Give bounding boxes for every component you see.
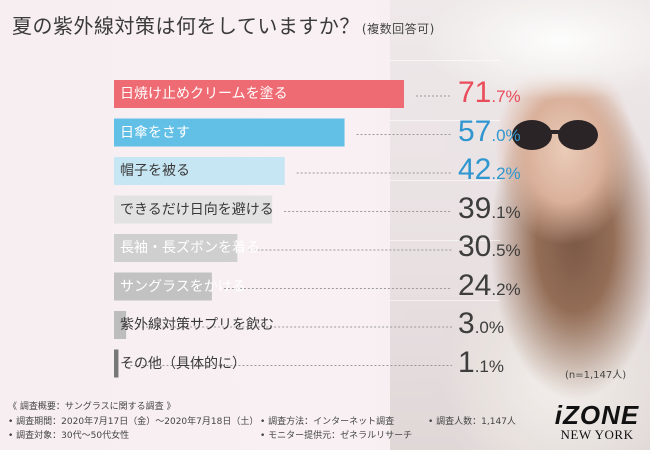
logo-brand: iZONE — [554, 400, 640, 430]
brick-line — [390, 300, 500, 301]
value-label-7: 1.1% — [458, 345, 504, 379]
woman-photo-background — [390, 0, 650, 450]
bar-label-5: サングラスをかける — [120, 278, 246, 295]
value-label-0: 71.7% — [458, 76, 521, 109]
brick-line — [390, 240, 500, 241]
sunglasses-graphic — [512, 120, 598, 150]
value-label-1: 57.0% — [458, 114, 521, 148]
sample-size-note: (n=1,147人) — [565, 370, 627, 381]
value-label-3: 39.1% — [458, 191, 521, 225]
survey-count: • 調査人数：1,147人 — [428, 417, 516, 427]
izone-logo: iZONE NEW YORK — [552, 402, 642, 446]
value-label-2: 42.2% — [458, 153, 521, 186]
bar-label-4: 長袖・長ズボンを着る — [120, 240, 260, 256]
value-label-4: 30.5% — [458, 230, 521, 263]
bar-2 — [114, 157, 285, 185]
survey-provider: • モニター提供元：ゼネラルリサーチ — [260, 431, 413, 441]
bar-1 — [114, 118, 345, 147]
bar-label-6: 紫外線対策サプリを飲む — [120, 317, 274, 333]
brick-line — [390, 180, 500, 181]
bar-label-2: 帽子を被る — [120, 163, 190, 179]
bar-label-7: その他（具体的に） — [120, 355, 246, 372]
page-title: 夏の紫外線対策は何をしていますか？ (複数回答可) — [12, 10, 435, 39]
value-label-5: 24.2% — [458, 268, 521, 302]
survey-period: • 調査期間：2020年7月17日（金）〜2020年7月18日（土） — [8, 417, 259, 427]
survey-heading: 《 調査概要：サングラスに関する調査 》 — [8, 402, 176, 412]
bar-0 — [114, 80, 404, 108]
survey-target: • 調査対象：30代〜50代女性 — [8, 431, 130, 441]
bar-5 — [114, 272, 212, 301]
value-label-6: 3.0% — [458, 307, 504, 340]
survey-method: • 調査方法：インターネット調査 — [260, 417, 395, 427]
title-text: 夏の紫外線対策は何をしていますか？ — [12, 14, 360, 38]
bar-label-3: できるだけ日向を避ける — [120, 201, 274, 218]
title-subtitle: (複数回答可) — [361, 22, 435, 36]
brick-line — [390, 120, 500, 121]
brick-line — [390, 60, 500, 61]
bar-6 — [114, 311, 127, 339]
bar-3 — [114, 195, 273, 224]
logo-city: NEW YORK — [560, 427, 634, 442]
bar-label-0: 日焼け止めクリームを塗る — [120, 86, 288, 102]
bar-label-1: 日傘をさす — [120, 124, 190, 141]
bar-7 — [114, 349, 119, 378]
bar-4 — [114, 234, 238, 262]
